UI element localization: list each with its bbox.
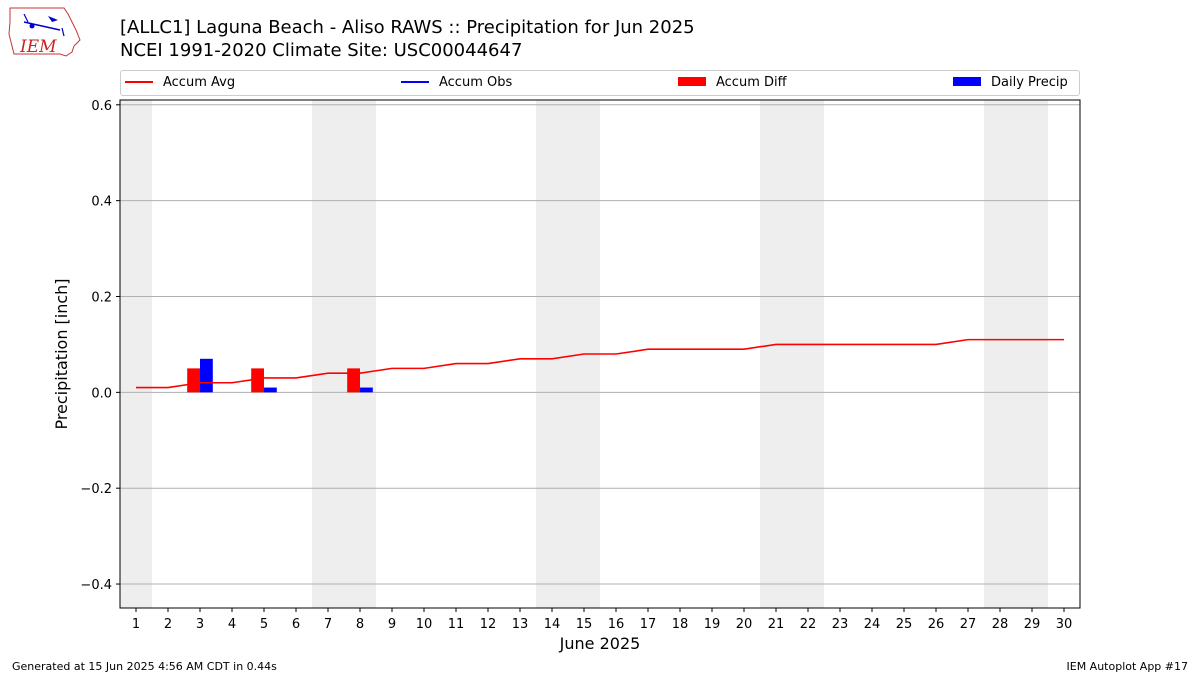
weekend-shade bbox=[312, 100, 376, 608]
weekend-shade bbox=[120, 100, 152, 608]
y-tick-label: 0.4 bbox=[91, 195, 112, 210]
x-tick-label: 23 bbox=[832, 617, 849, 632]
footer-app-id: IEM Autoplot App #17 bbox=[1066, 660, 1189, 673]
x-tick-label: 20 bbox=[736, 617, 753, 632]
y-axis-label: Precipitation [inch] bbox=[52, 278, 71, 429]
x-tick-label: 28 bbox=[992, 617, 1009, 632]
x-tick-label: 30 bbox=[1056, 617, 1073, 632]
x-tick-label: 26 bbox=[928, 617, 945, 632]
x-tick-label: 15 bbox=[576, 617, 593, 632]
daily-precip-bar bbox=[200, 358, 213, 393]
chart-title: [ALLC1] Laguna Beach - Aliso RAWS :: Pre… bbox=[120, 17, 695, 38]
x-tick-label: 4 bbox=[228, 617, 236, 632]
legend-item-accum-avg: Accum Avg bbox=[125, 75, 235, 90]
x-tick-label: 12 bbox=[480, 617, 497, 632]
x-tick-label: 5 bbox=[260, 617, 268, 632]
iem-logo-text: IEM bbox=[19, 37, 57, 57]
legend-swatch-accum-diff bbox=[678, 77, 706, 86]
legend-label: Accum Diff bbox=[716, 75, 787, 90]
y-tick-label: 0.2 bbox=[91, 290, 112, 305]
chart-subtitle: NCEI 1991-2020 Climate Site: USC00044647 bbox=[120, 40, 523, 61]
x-tick-label: 7 bbox=[324, 617, 332, 632]
x-tick-label: 27 bbox=[960, 617, 977, 632]
legend-label: Accum Avg bbox=[163, 75, 236, 90]
x-tick-label: 8 bbox=[356, 617, 364, 632]
legend-item-accum-obs: Accum Obs bbox=[401, 75, 512, 90]
x-tick-label: 22 bbox=[800, 617, 817, 632]
x-tick-label: 18 bbox=[672, 617, 689, 632]
accum-diff-bar bbox=[251, 368, 264, 393]
plot-area: −0.4−0.20.00.20.40.61 2 3 4 5 6 7 8 9 10 11 12 13 14 1… bbox=[52, 99, 1081, 653]
daily-precip-bar bbox=[264, 387, 277, 393]
legend-swatch-accum-avg bbox=[125, 80, 153, 83]
x-tick-label: 21 bbox=[768, 617, 785, 632]
accum-diff-bar bbox=[187, 368, 200, 393]
footer-generated-text: Generated at 15 Jun 2025 4:56 AM CDT in … bbox=[12, 660, 277, 673]
accum-diff-bar bbox=[347, 368, 360, 393]
x-tick-label: 24 bbox=[864, 617, 881, 632]
legend-item-accum-diff: Accum Diff bbox=[678, 75, 787, 90]
x-tick-label: 6 bbox=[292, 617, 300, 632]
iem-logo: IEM bbox=[8, 7, 81, 57]
chart-legend: Accum Avg Accum Obs Accum Diff Daily Pre… bbox=[120, 70, 1080, 96]
legend-label: Daily Precip bbox=[991, 75, 1068, 90]
x-tick-label: 10 bbox=[416, 617, 433, 632]
x-tick-label: 25 bbox=[896, 617, 913, 632]
x-tick-label: 13 bbox=[512, 617, 529, 632]
legend-label: Accum Obs bbox=[439, 75, 513, 90]
x-tick-label: 1 bbox=[132, 617, 140, 632]
weekend-shade bbox=[760, 100, 824, 608]
x-tick-label: 17 bbox=[640, 617, 657, 632]
legend-item-daily-precip: Daily Precip bbox=[953, 75, 1068, 90]
y-tick-label: −0.4 bbox=[80, 578, 112, 593]
x-axis-label: June 2025 bbox=[559, 634, 641, 653]
x-tick-label: 16 bbox=[608, 617, 625, 632]
legend-swatch-accum-obs bbox=[401, 80, 429, 83]
daily-precip-bar bbox=[360, 387, 373, 393]
x-tick-label: 3 bbox=[196, 617, 204, 632]
y-tick-label: −0.2 bbox=[80, 482, 112, 497]
weekend-shade bbox=[984, 100, 1048, 608]
plot-frame bbox=[119, 99, 1081, 609]
legend-swatch-daily-precip bbox=[953, 77, 981, 86]
y-tick-label: 0.0 bbox=[91, 386, 112, 401]
x-tick-label: 9 bbox=[388, 617, 396, 632]
y-tick-label: 0.6 bbox=[91, 99, 112, 114]
x-tick-label: 11 bbox=[448, 617, 465, 632]
x-tick-label: 19 bbox=[704, 617, 721, 632]
x-tick-label: 29 bbox=[1024, 617, 1041, 632]
accum-avg-line bbox=[136, 338, 1064, 389]
x-tick-label: 14 bbox=[544, 617, 561, 632]
x-tick-label: 2 bbox=[164, 617, 172, 632]
